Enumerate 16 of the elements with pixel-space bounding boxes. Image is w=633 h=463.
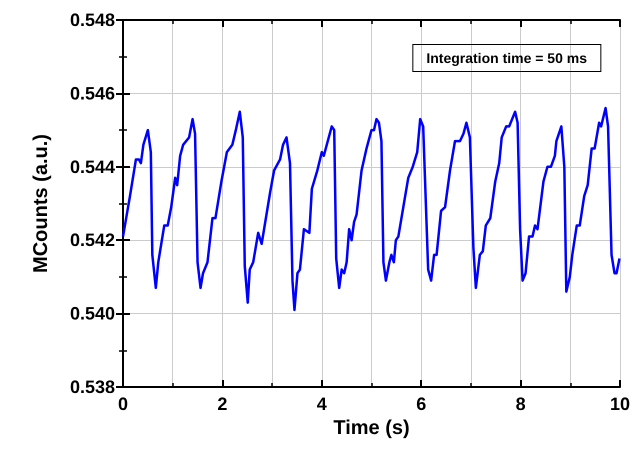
y-tick-label: 0.540 [70, 304, 115, 324]
x-tick-label: 6 [416, 394, 426, 414]
y-tick-label: 0.542 [70, 230, 115, 250]
x-axis-title: Time (s) [333, 416, 410, 439]
x-tick-label: 2 [217, 394, 228, 414]
y-tick-label: 0.544 [70, 156, 115, 177]
x-tick-label: 4 [316, 394, 327, 414]
x-tick-label: 8 [516, 394, 526, 414]
y-tick-label: 0.548 [70, 10, 115, 30]
y-axis-title: MCounts (a.u.) [30, 134, 52, 273]
line-series [122, 106, 621, 312]
x-tick-label: 0 [118, 394, 128, 414]
annotation: Integration time = 50 ms [426, 50, 588, 66]
y-tick-label: 0.538 [70, 377, 115, 397]
y-tick-label: 0.546 [70, 83, 115, 104]
x-tick-label: 10 [610, 394, 630, 414]
